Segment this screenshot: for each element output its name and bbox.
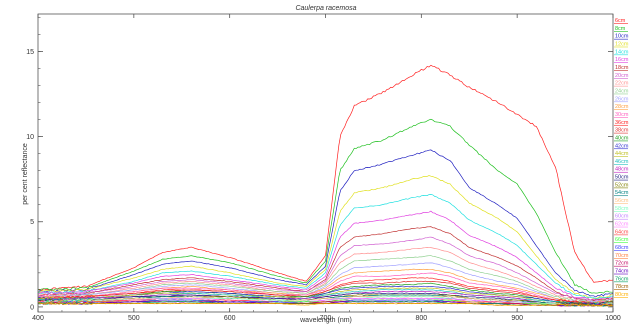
legend-item-8cm: 8cm (615, 26, 626, 32)
series-line-8cm (37, 118, 613, 294)
series-line-28cm (37, 268, 614, 304)
series-line-16cm (37, 210, 614, 301)
y-tick-label: 15 (26, 49, 34, 56)
legend-item-46cm: 46cm (615, 159, 629, 165)
series-line-12cm (37, 175, 614, 299)
series-line-10cm (37, 149, 614, 298)
series-line-26cm (37, 262, 614, 304)
legend-item-78cm: 78cm (615, 284, 629, 290)
legend-item-6cm: 6cm (615, 18, 626, 24)
legend-item-76cm: 76cm (615, 276, 629, 282)
legend-item-58cm: 58cm (615, 206, 629, 212)
y-axis-title: per cent reflectance (22, 143, 29, 205)
x-tick-label: 600 (224, 315, 236, 322)
legend-item-66cm: 66cm (615, 237, 629, 243)
legend-item-62cm: 62cm (615, 222, 629, 228)
legend-item-20cm: 20cm (615, 73, 629, 79)
legend-item-22cm: 22cm (615, 81, 629, 87)
legend-item-28cm: 28cm (615, 104, 629, 110)
x-tick-label: 900 (511, 315, 523, 322)
legend-item-44cm: 44cm (615, 151, 629, 157)
series-layer (37, 64, 614, 307)
y-tick-label: 5 (30, 219, 34, 226)
legend-item-54cm: 54cm (615, 190, 629, 196)
x-tick-label: 700 (320, 315, 332, 322)
legend-item-48cm: 48cm (615, 167, 629, 173)
legend-item-80cm: 80cm (615, 292, 629, 298)
legend-item-30cm: 30cm (615, 112, 629, 118)
series-line-18cm (37, 226, 614, 302)
legend-item-36cm: 36cm (615, 120, 629, 126)
x-tick-label: 500 (128, 315, 140, 322)
legend-item-16cm: 16cm (615, 57, 629, 63)
series-line-38cm (37, 280, 613, 305)
x-tick-label: 400 (32, 315, 44, 322)
series-line-80cm (37, 302, 614, 307)
legend-item-60cm: 60cm (615, 214, 629, 220)
legend-item-72cm: 72cm (615, 261, 629, 267)
legend-item-38cm: 38cm (615, 128, 629, 134)
series-line-30cm (37, 272, 614, 305)
legend-item-70cm: 70cm (615, 253, 629, 259)
legend-item-12cm: 12cm (615, 41, 629, 47)
y-tick-label: 10 (26, 134, 34, 141)
legend-item-50cm: 50cm (615, 175, 629, 181)
x-tick-label: 800 (415, 315, 427, 322)
legend-item-74cm: 74cm (615, 269, 629, 275)
y-tick-label: 0 (30, 304, 34, 311)
series-line-20cm (37, 236, 614, 302)
legend-item-24cm: 24cm (615, 88, 629, 94)
legend-item-40cm: 40cm (615, 135, 629, 141)
series-line-14cm (37, 194, 614, 300)
legend-item-56cm: 56cm (615, 198, 629, 204)
series-line-6cm (37, 64, 614, 291)
legend-item-52cm: 52cm (615, 182, 629, 188)
legend-item-42cm: 42cm (615, 143, 629, 149)
x-tick-label: 1000 (605, 315, 621, 322)
x-axis-title: wavelength (nm) (299, 317, 352, 324)
chart-title: Caulerpa racemosa (295, 5, 356, 12)
series-line-22cm (37, 247, 614, 303)
legend-item-26cm: 26cm (615, 96, 629, 102)
legend-item-14cm: 14cm (615, 49, 629, 55)
x-axis: 400 500 600 700 800 900 1000 (32, 14, 621, 322)
legend-item-10cm: 10cm (615, 34, 629, 40)
legend-item-64cm: 64cm (615, 229, 629, 235)
legend-item-68cm: 68cm (615, 245, 629, 251)
y-axis: 0 5 10 15 (26, 17, 613, 311)
legend-item-18cm: 18cm (615, 65, 629, 71)
